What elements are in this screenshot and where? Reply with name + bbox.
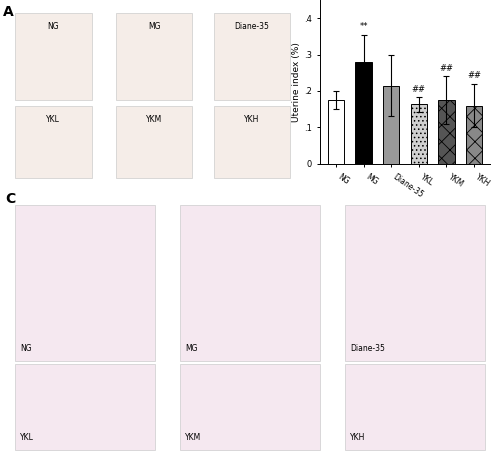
Text: C: C — [5, 192, 15, 206]
Text: ##: ## — [440, 64, 454, 73]
Text: ##: ## — [412, 85, 426, 94]
Bar — [466, 106, 482, 164]
Bar — [180, 364, 320, 450]
Bar — [410, 105, 427, 164]
Bar — [328, 100, 344, 164]
Bar — [180, 205, 320, 361]
Bar — [116, 106, 192, 178]
Bar — [15, 205, 155, 361]
Text: Diane-35: Diane-35 — [350, 344, 385, 353]
Bar — [15, 13, 92, 100]
Bar — [383, 86, 400, 164]
Text: ##: ## — [467, 71, 481, 80]
Bar — [214, 106, 290, 178]
Text: **: ** — [360, 22, 368, 31]
Text: NG: NG — [48, 22, 59, 31]
Bar — [356, 62, 372, 164]
Bar — [345, 364, 485, 450]
Text: Diane-35: Diane-35 — [234, 22, 269, 31]
Y-axis label: Uterine index (%): Uterine index (%) — [292, 42, 301, 122]
Bar — [15, 106, 92, 178]
Bar — [15, 364, 155, 450]
Text: YKH: YKH — [350, 433, 366, 441]
Text: YKL: YKL — [20, 433, 34, 441]
Bar — [214, 13, 290, 100]
Bar — [438, 100, 454, 164]
Text: NG: NG — [20, 344, 32, 353]
Text: YKH: YKH — [244, 115, 260, 124]
Bar — [345, 205, 485, 361]
Text: YKM: YKM — [146, 115, 162, 124]
Bar — [116, 13, 192, 100]
Text: YKM: YKM — [185, 433, 201, 441]
Text: MG: MG — [185, 344, 198, 353]
Text: A: A — [3, 5, 14, 20]
Text: MG: MG — [148, 22, 160, 31]
Text: YKL: YKL — [46, 115, 60, 124]
